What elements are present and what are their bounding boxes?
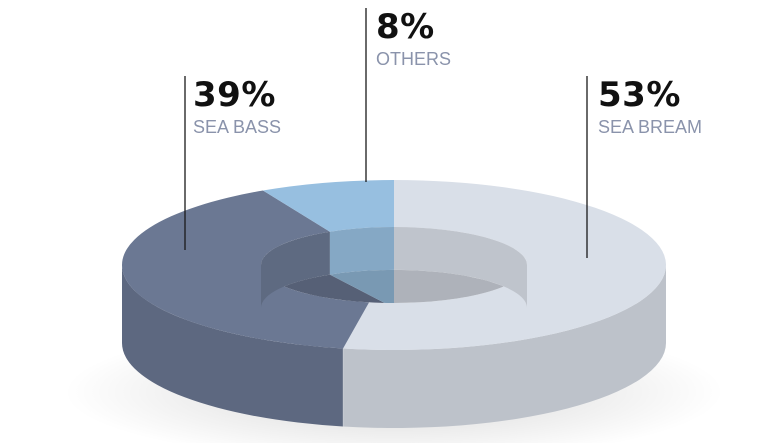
callout-sea-bream: 53% SEA BREAM <box>598 76 702 138</box>
hole-floor-others <box>329 269 394 303</box>
callout-sea-bass: 39% SEA BASS <box>193 76 281 138</box>
sea-bass-category-label: SEA BASS <box>193 117 282 137</box>
sea-bass-percent-label: 39% <box>193 75 276 115</box>
wall-sea-bream <box>343 265 666 428</box>
hole-wall-sea-bass <box>261 231 330 308</box>
others-category-label: OTHERS <box>376 49 452 69</box>
sea-bream-category-label: SEA BREAM <box>598 117 703 137</box>
callout-others: 8% OTHERS <box>376 8 451 70</box>
hole-wall-sea-bream <box>394 227 527 308</box>
hole-wall-others <box>329 227 394 275</box>
slice-sea-bream <box>343 180 666 350</box>
chart-leader-lines <box>184 8 588 258</box>
hole-floor-sea-bream <box>369 269 527 303</box>
chart-slices <box>121 180 666 350</box>
slice-sea-bass <box>121 190 370 349</box>
chart-side-walls <box>122 265 666 428</box>
wall-sea-bass <box>122 265 344 427</box>
slice-others <box>262 180 394 232</box>
others-percent-label: 8% <box>376 7 435 47</box>
sea-bream-percent-label: 53% <box>598 75 681 115</box>
